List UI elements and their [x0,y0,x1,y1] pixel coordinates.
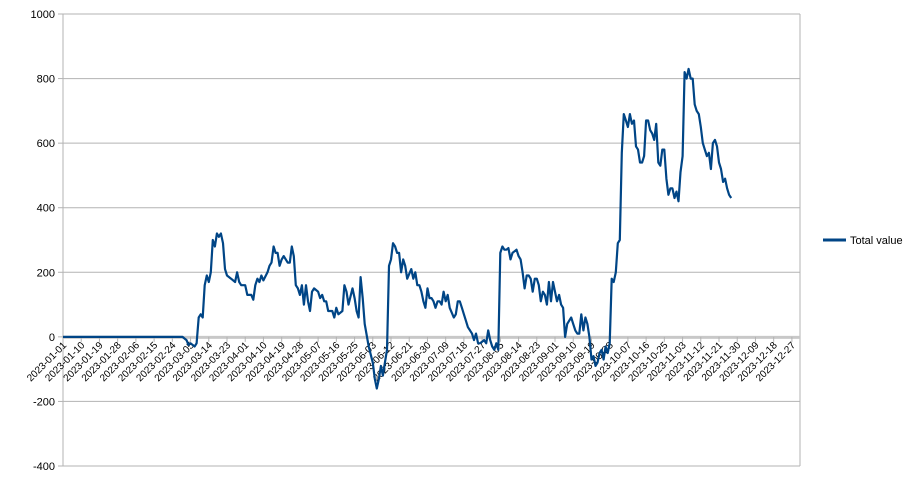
legend-label: Total value [850,235,903,247]
y-tick-label: 1000 [31,9,55,21]
x-axis-ticks: 2023-01-012023-01-102023-01-192023-01-28… [25,336,798,384]
y-tick-label: -200 [33,396,55,408]
y-tick-label: -400 [33,461,55,473]
grid-lines [58,13,801,467]
x-axis-line [63,335,800,339]
y-tick-label: 600 [37,138,55,150]
y-tick-label: 0 [49,332,55,344]
y-tick-label: 400 [37,203,55,215]
legend: Total value [823,235,903,247]
y-axis-ticks: -400 -200 0 200 400 600 800 1000 [31,9,55,473]
y-tick-label: 200 [37,267,55,279]
series-line-0 [63,67,733,390]
y-tick-label: 800 [37,74,55,86]
series-lines [63,67,733,390]
